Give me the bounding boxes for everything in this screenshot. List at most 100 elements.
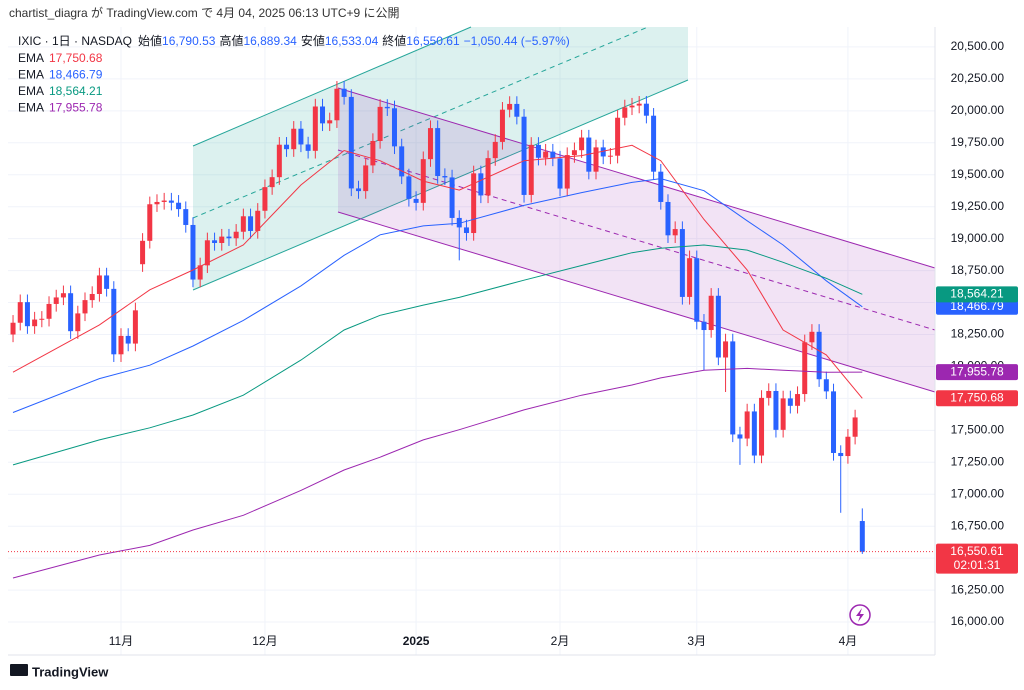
candle-body xyxy=(226,236,232,239)
candle-body xyxy=(168,200,174,203)
ema-line xyxy=(12,244,863,466)
candle-body xyxy=(852,417,858,437)
candle-body xyxy=(723,341,729,358)
candle-body xyxy=(384,106,390,109)
candle-body xyxy=(190,224,196,280)
candle-body xyxy=(82,300,88,314)
candle-body xyxy=(341,88,347,97)
candle-body xyxy=(291,128,297,150)
candle-body xyxy=(255,210,261,231)
candle-body xyxy=(564,155,570,189)
candle-body xyxy=(708,295,714,331)
candle-body xyxy=(816,331,822,380)
ohlc-label: 安値 xyxy=(301,33,325,48)
candle-body xyxy=(348,96,354,189)
candle-body xyxy=(456,217,462,228)
candle-body xyxy=(571,150,577,156)
candle-body xyxy=(535,144,541,158)
legend-name: EMA xyxy=(18,51,44,65)
candle-body xyxy=(413,198,419,203)
y-tick-label: 18,250.00 xyxy=(951,327,1005,341)
candle-body xyxy=(60,293,66,298)
candle-body xyxy=(39,318,45,320)
candle-body xyxy=(744,411,750,439)
y-tick-label: 20,500.00 xyxy=(951,39,1005,53)
price-tag xyxy=(936,298,1018,315)
candle-body xyxy=(463,227,469,234)
y-tick-label: 16,250.00 xyxy=(951,582,1005,596)
candle-body xyxy=(161,200,167,202)
candle-body xyxy=(312,106,318,151)
candle-body xyxy=(10,322,16,335)
candle-body xyxy=(334,88,340,121)
candle-body xyxy=(284,144,290,150)
candle-body xyxy=(622,107,628,118)
x-tick-label: 3月 xyxy=(687,634,706,648)
y-tick-label: 17,500.00 xyxy=(951,423,1005,437)
countdown: 02:01:31 xyxy=(954,558,1001,572)
candle-body xyxy=(96,275,102,294)
candle-body xyxy=(838,452,844,457)
candle-body xyxy=(751,411,757,456)
candle-body xyxy=(262,187,268,211)
candle-body xyxy=(636,103,642,106)
candle-body xyxy=(399,146,405,177)
legend-value: 18,564.21 xyxy=(49,84,103,98)
candle-body xyxy=(147,204,153,241)
candle-body xyxy=(679,229,685,297)
candle-body xyxy=(269,177,275,188)
candle-body xyxy=(823,379,829,392)
last-price-label: 16,550.61 xyxy=(950,544,1004,558)
x-tick-label: 4月 xyxy=(839,634,858,648)
candle-body xyxy=(89,293,95,301)
candle-body xyxy=(118,335,124,355)
candle-body xyxy=(17,302,23,323)
alert-bolt xyxy=(856,608,864,622)
candle-body xyxy=(780,398,786,430)
candle-body xyxy=(140,240,146,265)
ohlc-label: 終値 xyxy=(382,33,406,48)
candle-body xyxy=(845,436,851,457)
ohlc-header: 始値 16,790.53 高値 16,889.34 安値 16,533.04 終値 16,55… xyxy=(138,33,570,48)
candle-body xyxy=(248,216,254,231)
y-tick-label: 16,000.00 xyxy=(951,614,1005,628)
candle-body xyxy=(240,216,246,232)
channel-line xyxy=(337,211,936,393)
ohlc-label: 始値 xyxy=(138,33,162,48)
candle-body xyxy=(543,151,549,158)
y-tick-label: 20,000.00 xyxy=(951,103,1005,117)
candle-body xyxy=(356,188,362,192)
candle-body xyxy=(219,236,225,243)
candle-body xyxy=(859,521,865,552)
legend-value: 18,466.79 xyxy=(49,68,103,82)
y-tick-label: 17,000.00 xyxy=(951,486,1005,500)
candle-body xyxy=(809,331,815,343)
candle-body xyxy=(377,106,383,142)
y-tick-label: 19,500.00 xyxy=(951,167,1005,181)
candle-body xyxy=(593,147,599,172)
channel-line xyxy=(192,26,472,147)
legend-name: EMA xyxy=(18,101,44,115)
ohlc-value: 16,533.04 xyxy=(325,34,379,48)
candle-body xyxy=(32,319,38,327)
candle-body xyxy=(521,116,527,195)
logo xyxy=(10,664,28,676)
ema-line xyxy=(12,367,863,579)
ema-line xyxy=(12,178,863,413)
x-tick-label: 2月 xyxy=(551,634,570,648)
candle-body xyxy=(579,137,585,151)
symbol: IXIC · 1日 · NASDAQ xyxy=(18,34,132,48)
candle-body xyxy=(406,176,412,199)
change: −1,050.44 (−5.97%) xyxy=(464,34,570,48)
candle-body xyxy=(694,258,700,322)
ohlc-value: 16,790.53 xyxy=(162,34,216,48)
candle-body xyxy=(499,109,505,142)
y-tick-label: 16,750.00 xyxy=(951,518,1005,532)
channel-line xyxy=(337,87,936,269)
candle-body xyxy=(658,171,664,202)
legend-name: EMA xyxy=(18,84,44,98)
candle-body xyxy=(197,265,203,280)
candle-body xyxy=(298,128,304,145)
candle-body xyxy=(370,141,376,166)
price-tag-label: 18,564.21 xyxy=(950,287,1004,301)
